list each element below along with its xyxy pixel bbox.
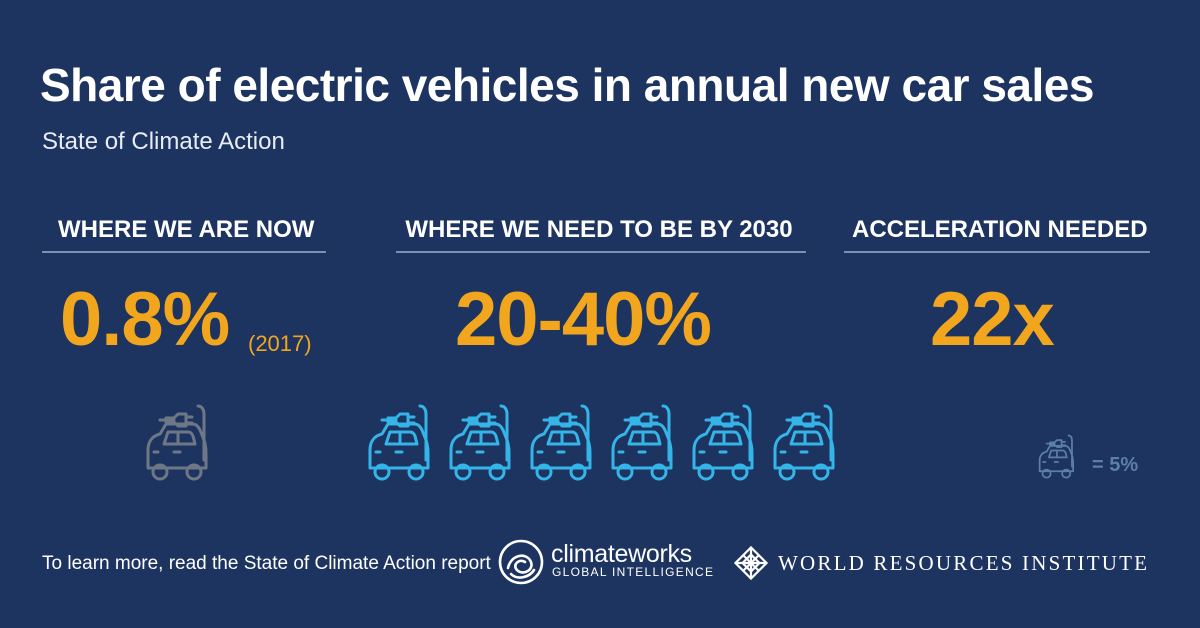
heading-where-we-are-now: WHERE WE ARE NOW bbox=[58, 216, 315, 243]
electric-car-icon bbox=[140, 400, 230, 490]
wri-name: WORLD RESOURCES INSTITUTE bbox=[778, 551, 1150, 575]
page-title: Share of electric vehicles in annual new… bbox=[40, 59, 1094, 111]
page-subtitle: State of Climate Action bbox=[42, 128, 285, 155]
climateworks-name: climateworks bbox=[551, 540, 692, 568]
current-share-value: 0.8% bbox=[60, 277, 230, 362]
legend-label: = 5% bbox=[1092, 454, 1139, 476]
electric-car-icon bbox=[524, 400, 614, 490]
wri-knot-icon bbox=[734, 546, 768, 580]
electric-car-icon bbox=[362, 400, 452, 490]
climateworks-logo bbox=[498, 539, 544, 585]
legend-electric-car-icon bbox=[1035, 432, 1087, 484]
current-share-year: (2017) bbox=[248, 331, 312, 356]
heading-acceleration-needed: ACCELERATION NEEDED bbox=[852, 216, 1148, 243]
electric-car-icon bbox=[767, 400, 857, 490]
target-share-value: 20-40% bbox=[455, 277, 712, 362]
divider bbox=[844, 251, 1150, 253]
electric-car-icon bbox=[605, 400, 695, 490]
electric-car-icon bbox=[443, 400, 533, 490]
heading-where-we-need-to-be: WHERE WE NEED TO BE BY 2030 bbox=[405, 216, 793, 243]
divider bbox=[42, 251, 326, 253]
footer-text[interactable]: To learn more, read the State of Climate… bbox=[42, 553, 491, 574]
climateworks-subtitle: GLOBAL INTELLIGENCE bbox=[552, 565, 715, 579]
electric-car-icon bbox=[686, 400, 776, 490]
divider bbox=[396, 251, 806, 253]
acceleration-value: 22x bbox=[930, 277, 1055, 362]
